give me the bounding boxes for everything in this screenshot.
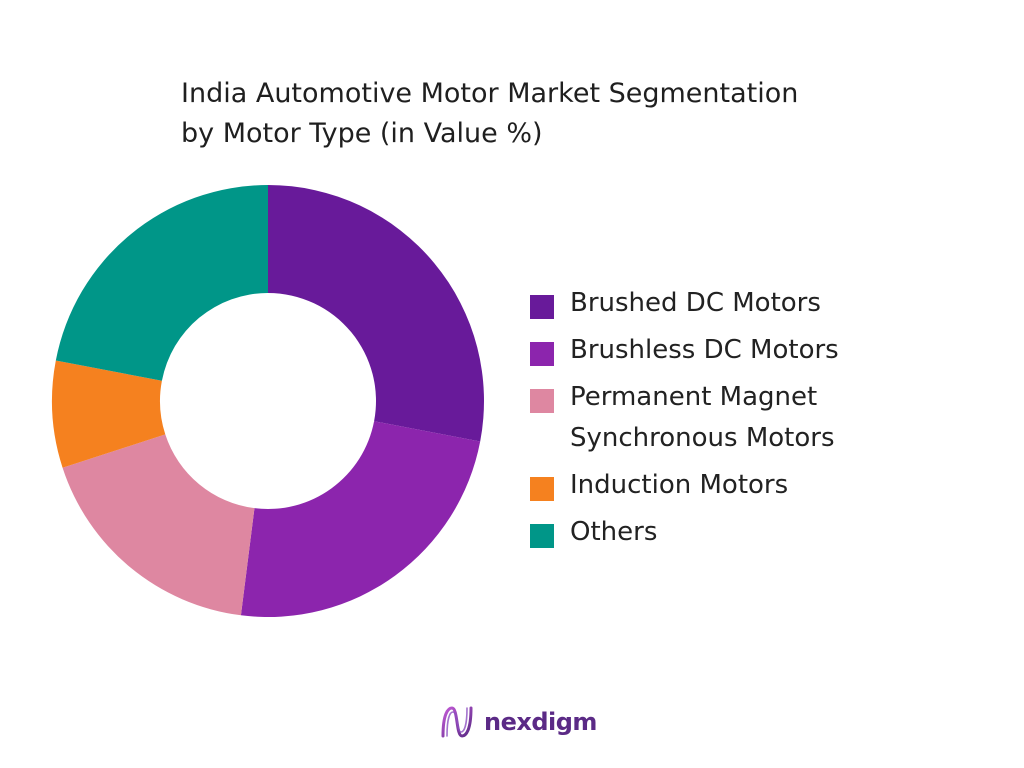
donut-chart — [51, 185, 484, 617]
donut-slice-brushless-dc — [240, 421, 481, 617]
nexdigm-wave-logo-icon — [441, 706, 473, 738]
legend-label: Brushless DC Motors — [570, 335, 839, 365]
donut-slice-others — [55, 185, 268, 381]
legend-swatch — [530, 342, 554, 366]
legend-item-brushed-dc: Brushed DC Motors — [530, 283, 900, 324]
legend-swatch — [530, 295, 554, 319]
donut-slice-brushed-dc — [268, 185, 484, 442]
legend-label: Induction Motors — [570, 470, 789, 500]
legend-label: Permanent Magnet Synchronous Motors — [570, 382, 835, 453]
donut-slice-induction — [51, 360, 166, 468]
chart-title-line-2: by Motor Type (in Value %) — [181, 118, 543, 149]
chart-legend: Brushed DC Motors Brushless DC Motors Pe… — [530, 283, 900, 559]
legend-label: Brushed DC Motors — [570, 288, 821, 318]
legend-item-brushless-dc: Brushless DC Motors — [530, 330, 900, 371]
chart-title-line-1: India Automotive Motor Market Segmentati… — [181, 78, 799, 109]
logo-text: nexdigm — [484, 708, 597, 736]
nexdigm-logo: nexdigm — [440, 704, 597, 740]
legend-item-others: Others — [530, 512, 900, 553]
chart-title: India Automotive Motor Market Segmentati… — [181, 74, 901, 154]
legend-swatch — [530, 524, 554, 548]
donut-slice-pmsm — [62, 434, 255, 616]
legend-item-induction: Induction Motors — [530, 465, 900, 506]
legend-label: Others — [570, 517, 658, 547]
legend-swatch — [530, 477, 554, 501]
legend-item-pmsm: Permanent Magnet Synchronous Motors — [530, 377, 900, 459]
legend-swatch — [530, 389, 554, 413]
